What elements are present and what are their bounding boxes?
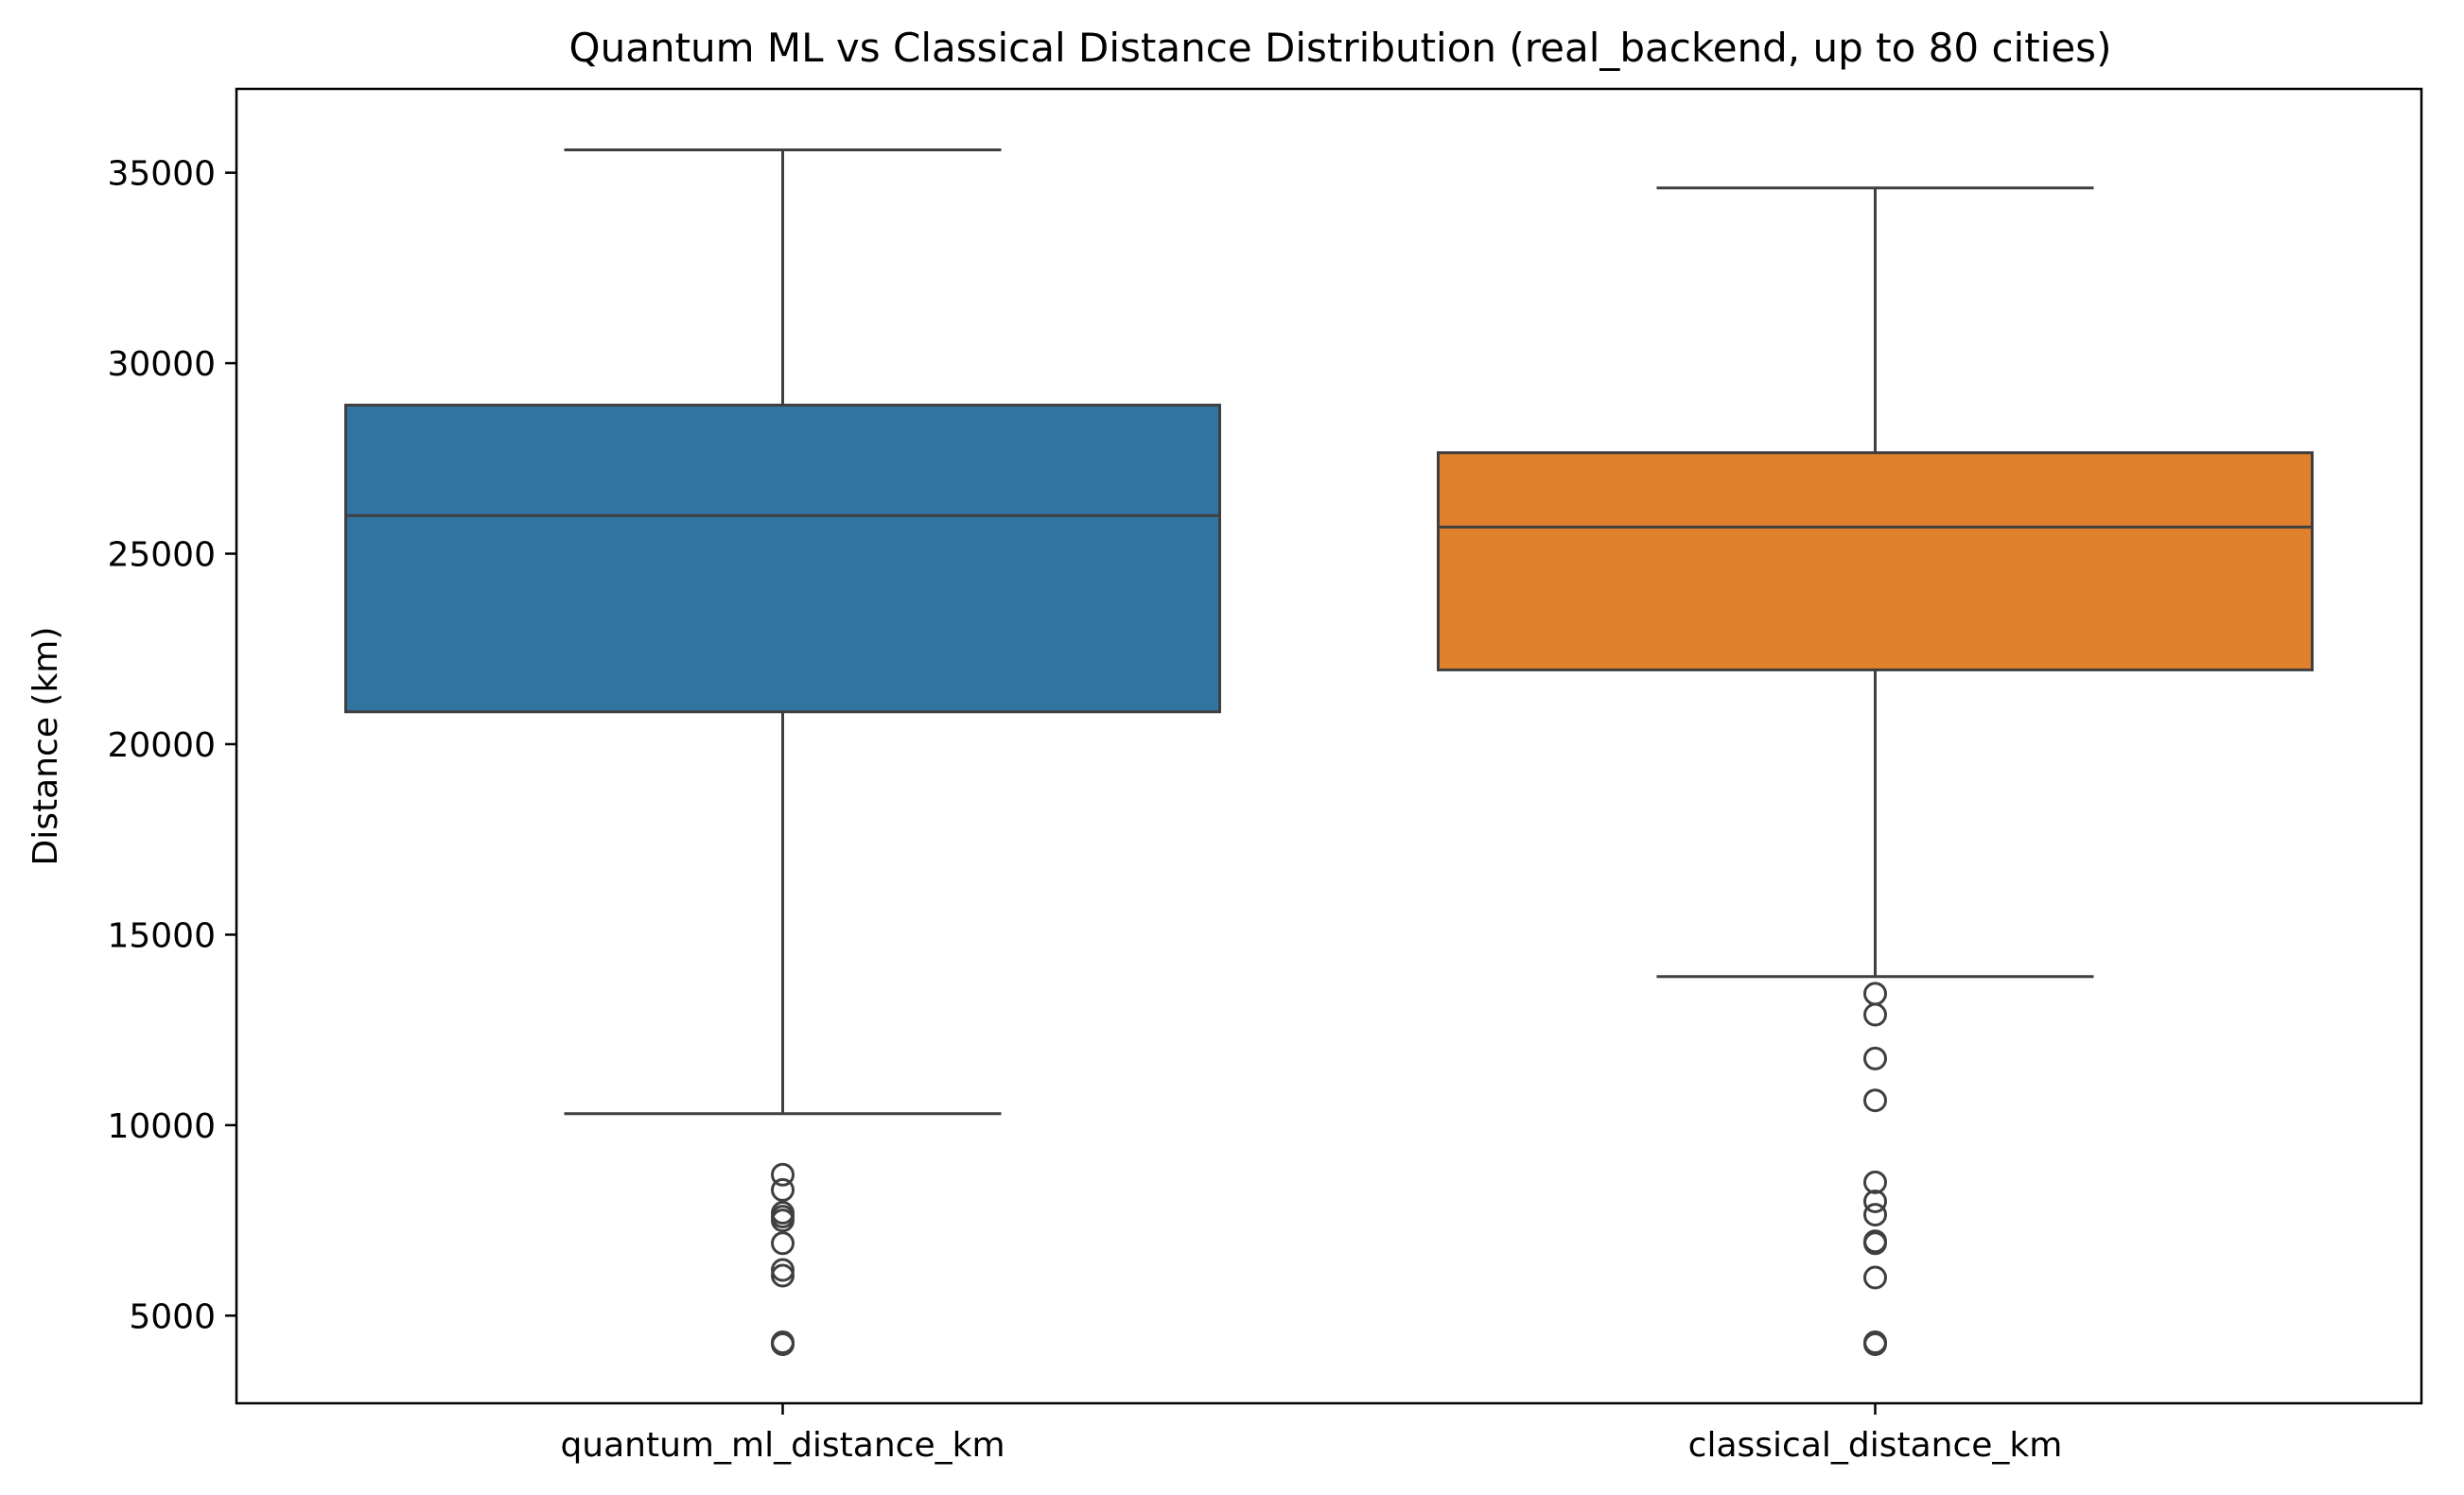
chart-title: Quantum ML vs Classical Distance Distrib… [569, 25, 2112, 71]
outlier-point [1863, 1203, 1887, 1227]
outlier-point [1863, 1231, 1887, 1256]
y-tick-label: 25000 [107, 536, 216, 575]
box-iqr [344, 403, 1221, 714]
x-tick-label: classical_distance_km [1688, 1426, 2063, 1465]
outlier-point [1863, 1265, 1887, 1290]
box-iqr [1437, 451, 2314, 671]
y-tick-label: 35000 [107, 155, 216, 194]
outlier-point [1863, 1170, 1887, 1194]
y-tick-label: 30000 [107, 345, 216, 384]
y-tick-label: 5000 [129, 1297, 216, 1336]
y-axis-label: Distance (km) [26, 627, 65, 866]
outlier-point [771, 1208, 795, 1233]
outlier-point [771, 1258, 795, 1282]
box-group-quantum_ml_distance_km [344, 148, 1221, 1357]
outlier-point [771, 1231, 795, 1256]
y-tick-label: 15000 [107, 916, 216, 955]
outlier-point [771, 1177, 795, 1202]
outlier-point [1863, 1332, 1887, 1357]
plot-frame [235, 87, 2423, 1405]
outlier-point [771, 1263, 795, 1288]
outlier-point [1863, 1088, 1887, 1113]
outlier-point [1863, 1046, 1887, 1070]
x-tick-label: quantum_ml_distance_km [560, 1426, 1005, 1465]
y-tick-label: 20000 [107, 726, 216, 765]
outlier-point [1863, 1002, 1887, 1027]
box-group-classical_distance_km [1437, 186, 2314, 1357]
y-tick-label: 10000 [107, 1107, 216, 1146]
plot-area [344, 148, 2314, 1357]
outlier-point [1863, 982, 1887, 1006]
x-axis: quantum_ml_distance_km classical_distance… [560, 1403, 2062, 1465]
outlier-point [771, 1162, 795, 1187]
outlier-point [771, 1332, 795, 1357]
y-axis: 5000 10000 15000 20000 25000 30000 35000 [107, 155, 236, 1336]
outlier-point [1863, 1189, 1887, 1213]
